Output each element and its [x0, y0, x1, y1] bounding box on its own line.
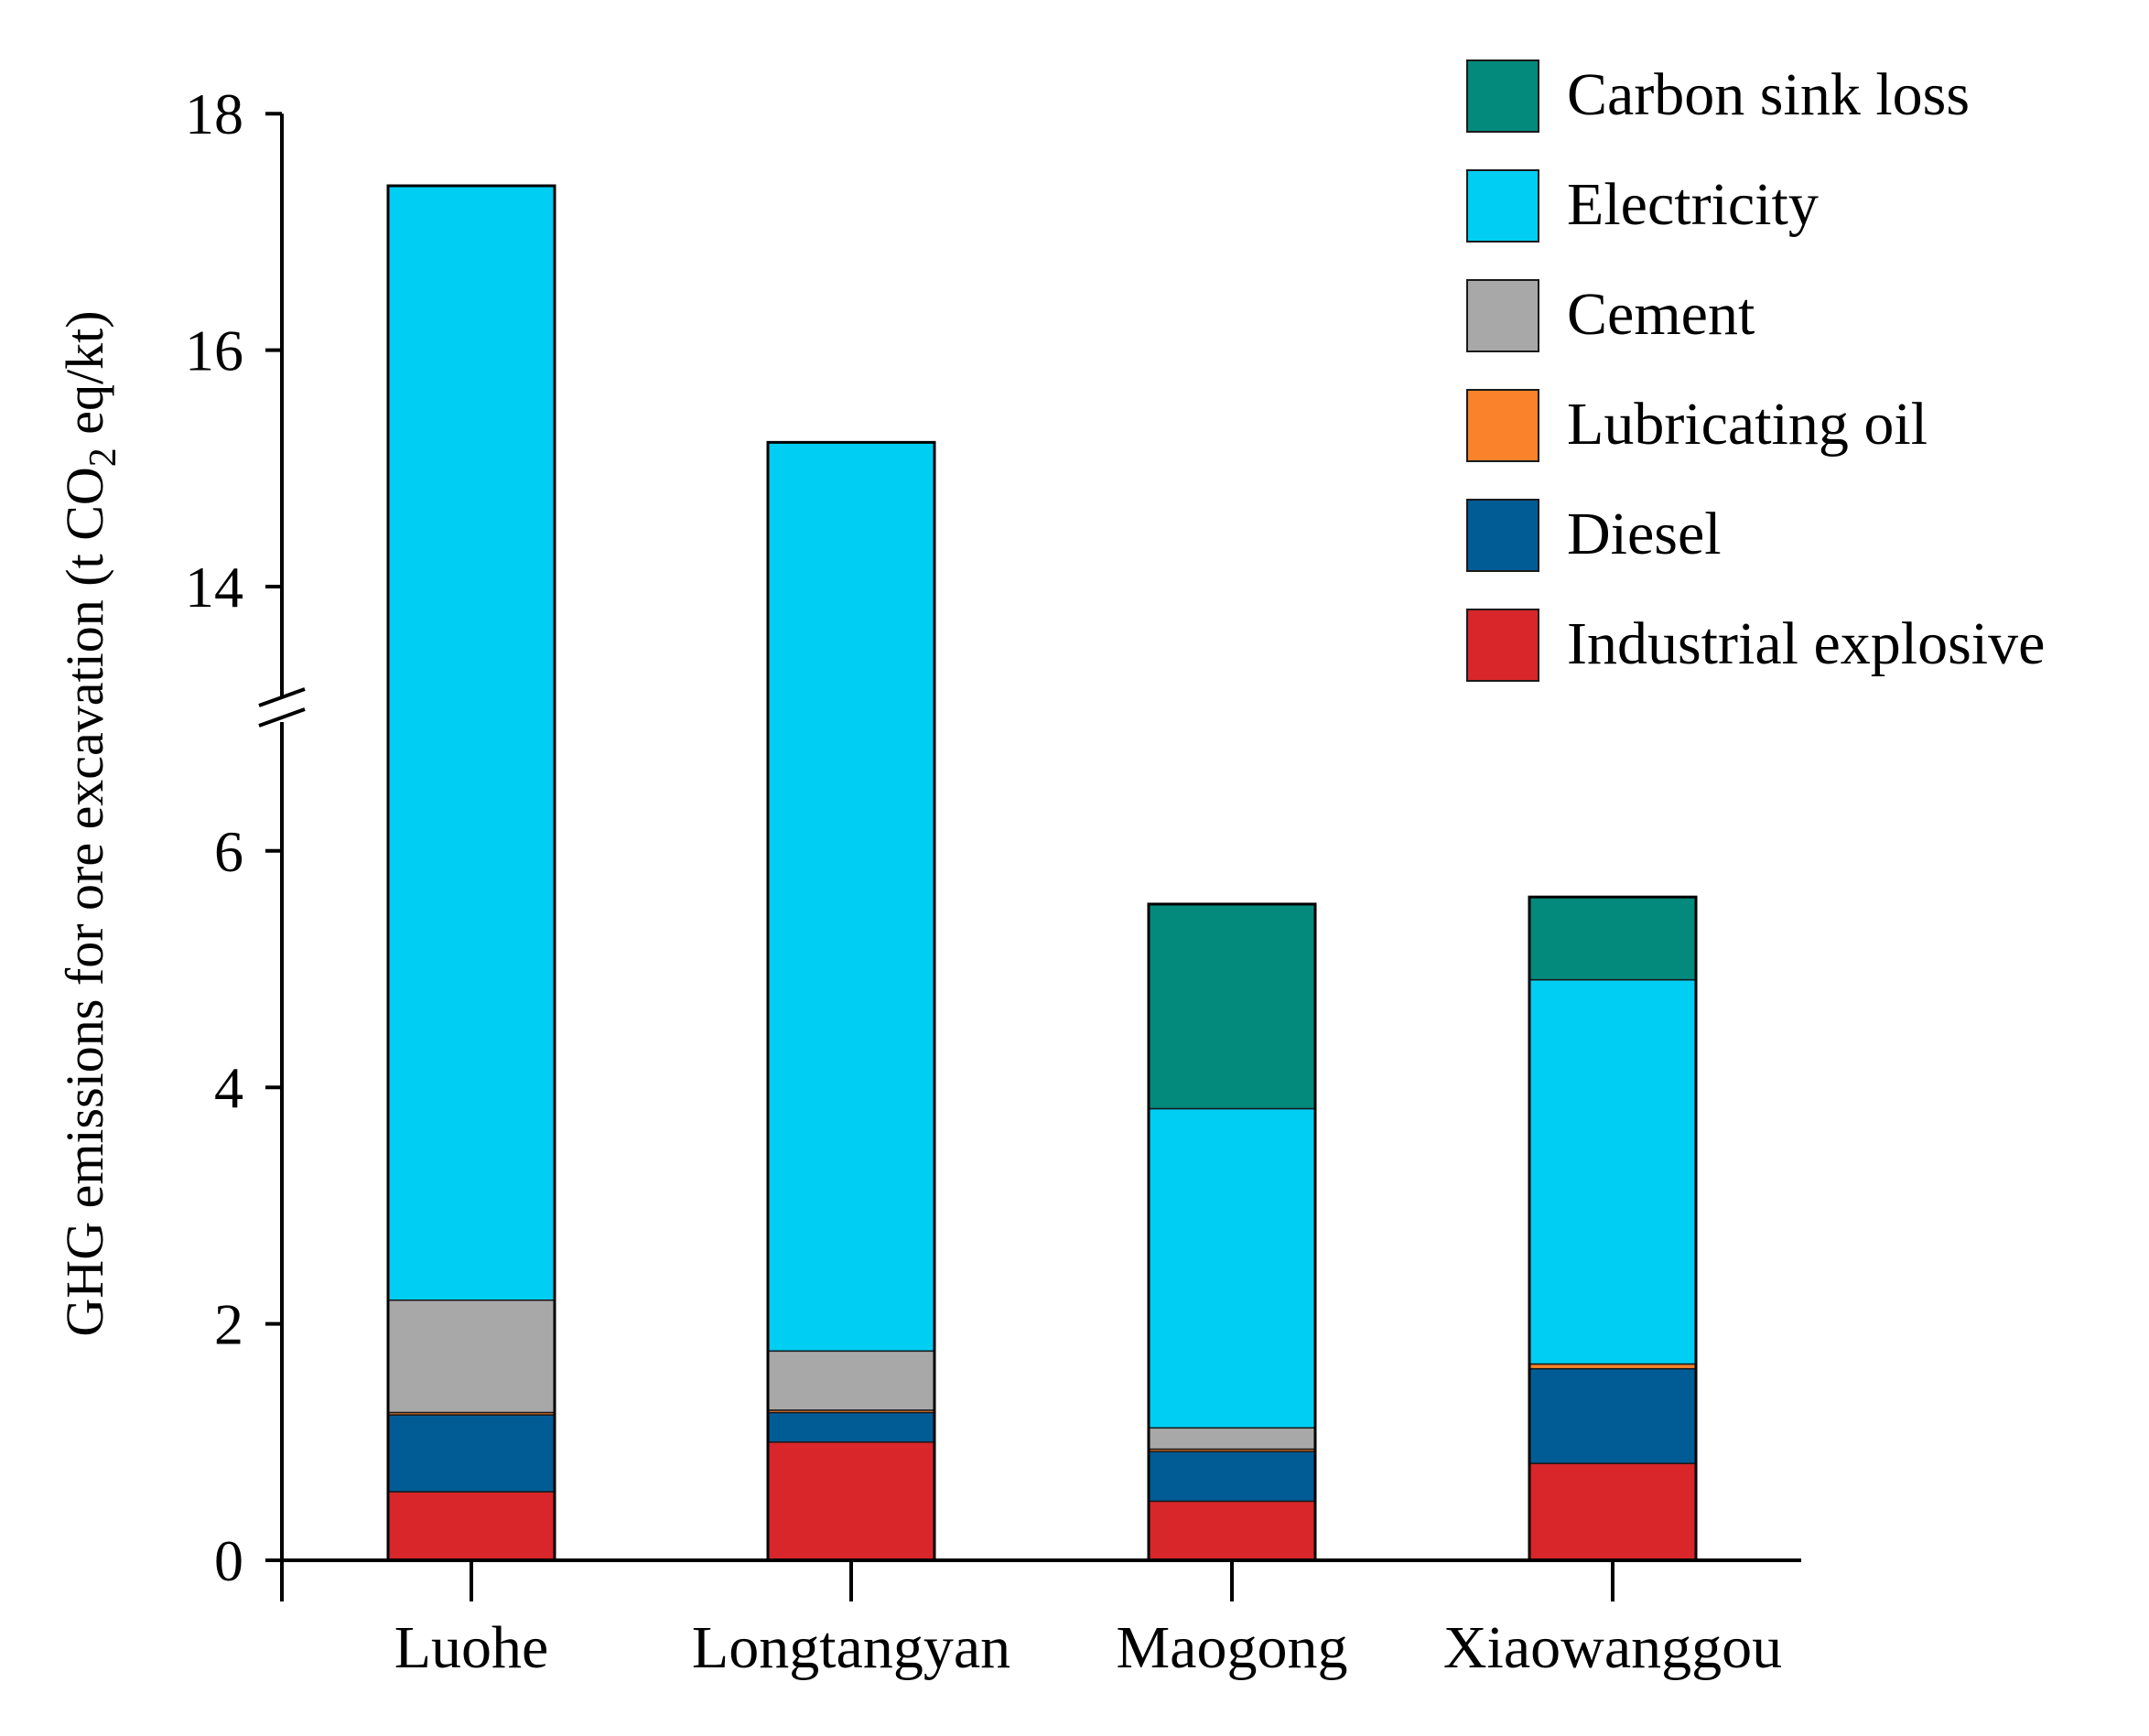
axis-break-mark: [258, 707, 306, 728]
bar-segment-longtangyan-industrial-explosive: [767, 1441, 935, 1561]
bar-segment-luohe-diesel: [387, 1414, 556, 1493]
bar-segment-maogong-cement: [1148, 1427, 1316, 1450]
legend-label-electricity: Electricity: [1567, 171, 1819, 238]
y-tick-label-6: 6: [214, 819, 243, 884]
category-label-longtangyan: Longtangyan: [692, 1614, 1010, 1681]
legend: Carbon sink loss Electricity Cement Lubrica…: [1466, 59, 2045, 682]
legend-label-lubricating-oil: Lubricating oil: [1567, 391, 1928, 458]
legend-swatch-lubricating-oil: [1466, 389, 1539, 462]
bar-segment-luohe-electricity: [387, 185, 556, 1301]
legend-swatch-carbon-sink-loss: [1466, 59, 1539, 133]
category-label-luohe: Luohe: [394, 1614, 549, 1681]
bar-segment-maogong-electricity: [1148, 1107, 1316, 1429]
y-tick-label-2: 2: [214, 1292, 243, 1357]
bar-segment-xiaowanggou-carbon-sink-loss: [1528, 896, 1697, 981]
bar-segment-xiaowanggou-industrial-explosive: [1528, 1462, 1697, 1561]
category-label-maogong: Maogong: [1117, 1614, 1348, 1681]
legend-label-diesel: Diesel: [1567, 501, 1722, 567]
category-label-xiaowanggou: Xiaowanggou: [1443, 1614, 1782, 1681]
bar-segment-xiaowanggou-lubricating-oil: [1528, 1363, 1697, 1370]
bar-segment-xiaowanggou-diesel: [1528, 1367, 1697, 1464]
legend-swatch-diesel: [1466, 499, 1539, 572]
legend-swatch-industrial-explosive: [1466, 609, 1539, 682]
y-axis-label-part-2: eq/kt): [55, 310, 114, 447]
y-tick-label-18: 18: [185, 81, 243, 146]
category-labels-group: Luohe Longtangyan Maogong Xiaowanggou: [394, 1560, 1782, 1681]
bar-segment-luohe-cement: [387, 1299, 556, 1414]
legend-label-industrial-explosive: Industrial explosive: [1567, 610, 2045, 677]
y-tick-label-14: 14: [185, 555, 243, 620]
bar-segment-longtangyan-electricity: [767, 441, 935, 1353]
legend-swatch-electricity: [1466, 169, 1539, 243]
bar-segment-longtangyan-cement: [767, 1350, 935, 1411]
bar-segment-xiaowanggou-electricity: [1528, 978, 1697, 1365]
axes-group: [258, 113, 1801, 1601]
y-axis-label: GHG emissions for ore excavation (t CO2 …: [55, 310, 124, 1336]
y-axis-label-part-1: GHG emissions for ore excavation (t CO: [55, 467, 114, 1336]
ticks-group: 0 2 4 6 14 16 18: [185, 81, 282, 1593]
legend-swatch-cement: [1466, 279, 1539, 352]
y-tick-label-4: 4: [214, 1055, 243, 1120]
y-axis-label-subscript: 2: [82, 447, 124, 467]
axis-break-mark: [258, 687, 306, 707]
legend-label-cement: Cement: [1567, 281, 1755, 348]
y-tick-label-16: 16: [185, 318, 243, 383]
y-tick-label-0: 0: [214, 1528, 243, 1593]
bars-group: [386, 184, 1698, 1562]
bar-segment-maogong-carbon-sink-loss: [1148, 903, 1316, 1110]
legend-label-carbon-sink-loss: Carbon sink loss: [1567, 61, 1970, 128]
bar-segment-maogong-diesel: [1148, 1450, 1316, 1503]
bar-segment-luohe-industrial-explosive: [387, 1491, 556, 1561]
bar-segment-maogong-industrial-explosive: [1148, 1500, 1316, 1561]
bar-segment-longtangyan-diesel: [767, 1411, 935, 1443]
